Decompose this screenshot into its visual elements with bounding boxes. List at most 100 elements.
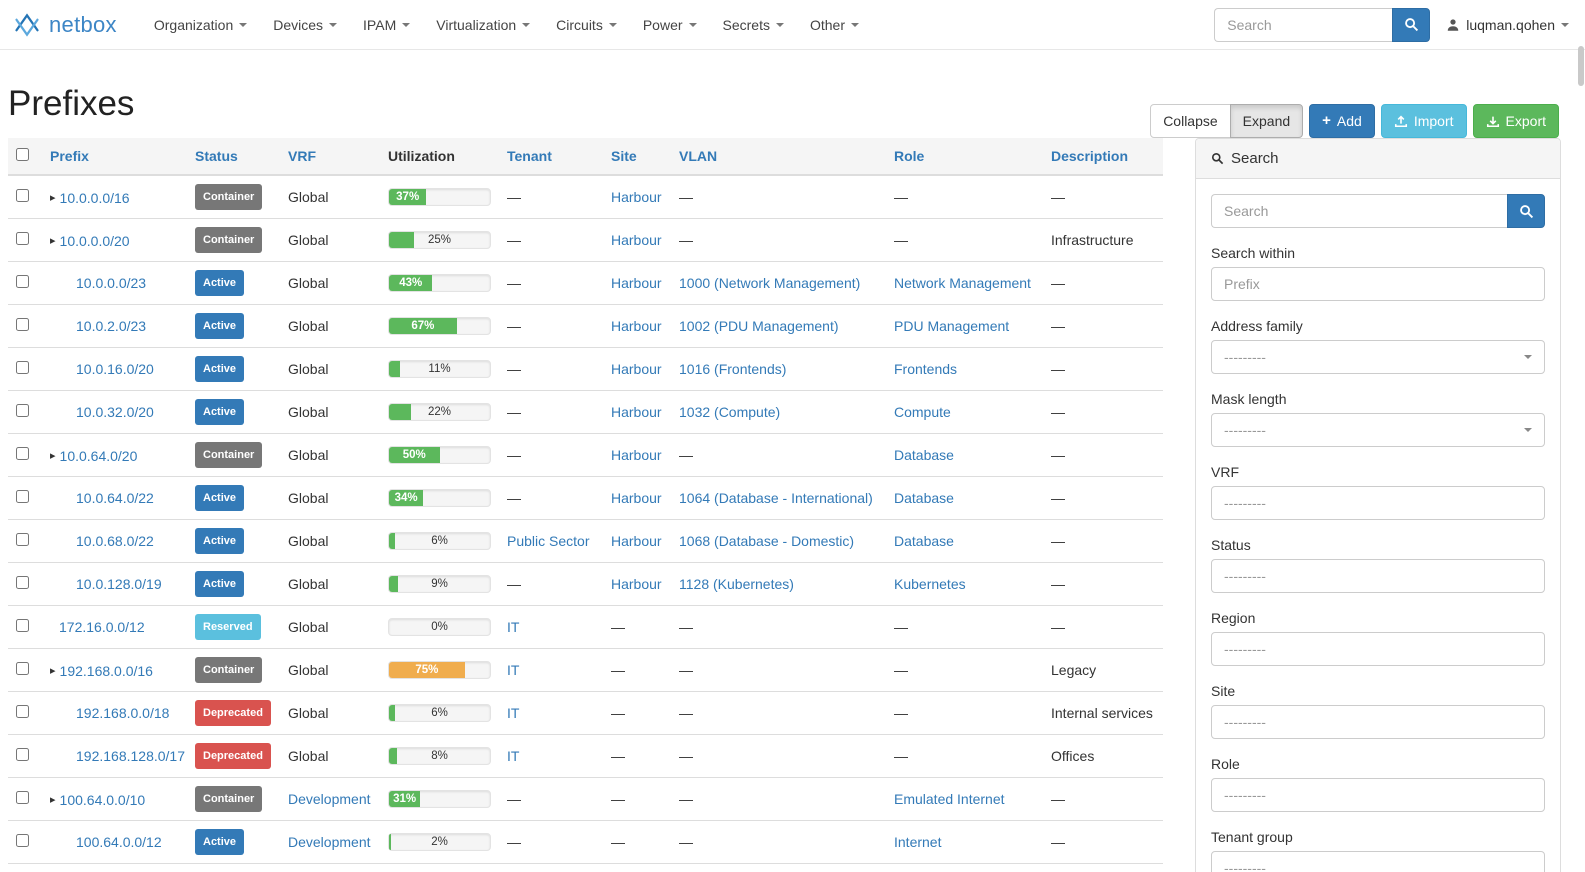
expand-caret-icon[interactable]: ▸	[50, 450, 56, 462]
collapse-button[interactable]: Collapse	[1150, 104, 1231, 138]
column-header-prefix[interactable]: Prefix	[42, 138, 187, 176]
site-link[interactable]: Harbour	[611, 490, 662, 506]
expand-caret-icon[interactable]: ▸	[50, 192, 56, 204]
search-button[interactable]	[1392, 7, 1431, 42]
nav-item-power[interactable]: Power	[630, 2, 710, 48]
role-link[interactable]: Kubernetes	[894, 576, 966, 592]
sidebar-search-button[interactable]	[1507, 194, 1545, 228]
role-link[interactable]: Compute	[894, 404, 951, 420]
role-link[interactable]: Database	[894, 447, 954, 463]
role-link[interactable]: Internet	[894, 834, 942, 850]
site-link[interactable]: Harbour	[611, 232, 662, 248]
row-checkbox[interactable]	[16, 748, 29, 761]
site-link[interactable]: Harbour	[611, 189, 662, 205]
add-button[interactable]: + Add	[1309, 104, 1375, 138]
row-checkbox[interactable]	[16, 662, 29, 675]
row-checkbox[interactable]	[16, 318, 29, 331]
prefix-link[interactable]: 172.16.0.0/12	[59, 619, 145, 635]
row-checkbox[interactable]	[16, 705, 29, 718]
column-header-vlan[interactable]: VLAN	[671, 138, 886, 176]
column-header-status[interactable]: Status	[187, 138, 280, 176]
vlan-link[interactable]: 1032 (Compute)	[679, 404, 781, 420]
site-link[interactable]: Harbour	[611, 361, 662, 377]
filter-input-search-within[interactable]	[1211, 267, 1545, 301]
nav-item-other[interactable]: Other	[797, 2, 872, 48]
nav-item-secrets[interactable]: Secrets	[710, 2, 797, 48]
scrollbar[interactable]	[1578, 46, 1584, 86]
prefix-link[interactable]: 192.168.128.0/17	[76, 748, 185, 764]
vrf-link[interactable]: Development	[288, 834, 371, 850]
column-header-vrf[interactable]: VRF	[280, 138, 380, 176]
nav-item-organization[interactable]: Organization	[141, 2, 260, 48]
row-checkbox[interactable]	[16, 447, 29, 460]
expand-button[interactable]: Expand	[1229, 104, 1304, 138]
prefix-link[interactable]: 10.0.2.0/23	[76, 318, 147, 334]
select-all-checkbox[interactable]	[16, 148, 29, 161]
filter-select-address-family[interactable]: ---------	[1211, 340, 1545, 374]
vlan-link[interactable]: 1016 (Frontends)	[679, 361, 787, 377]
prefix-link[interactable]: 10.0.0.0/23	[76, 275, 147, 291]
row-checkbox[interactable]	[16, 404, 29, 417]
vlan-link[interactable]: 1128 (Kubernetes)	[679, 576, 794, 592]
prefix-link[interactable]: 10.0.16.0/20	[76, 361, 154, 377]
role-link[interactable]: PDU Management	[894, 318, 1010, 334]
prefix-link[interactable]: 10.0.32.0/20	[76, 404, 154, 420]
row-checkbox[interactable]	[16, 275, 29, 288]
vlan-link[interactable]: 1002 (PDU Management)	[679, 318, 839, 334]
prefix-link[interactable]: 10.0.68.0/22	[76, 533, 154, 549]
prefix-link[interactable]: 192.168.0.0/16	[59, 663, 153, 679]
column-header-role[interactable]: Role	[886, 138, 1043, 176]
tenant-link[interactable]: IT	[507, 662, 520, 678]
netbox-brand[interactable]: netbox	[12, 11, 117, 39]
export-button[interactable]: Export	[1472, 104, 1559, 138]
role-link[interactable]: Emulated Internet	[894, 791, 1005, 807]
filter-select-region[interactable]: ---------	[1211, 632, 1545, 666]
column-header-tenant[interactable]: Tenant	[499, 138, 603, 176]
vlan-link[interactable]: 1064 (Database - International)	[679, 490, 873, 506]
search-input[interactable]	[1214, 7, 1393, 42]
filter-select-vrf[interactable]: ---------	[1211, 486, 1545, 520]
prefix-link[interactable]: 10.0.128.0/19	[76, 576, 162, 592]
vlan-link[interactable]: 1068 (Database - Domestic)	[679, 533, 855, 549]
filter-select-mask-length[interactable]: ---------	[1211, 413, 1545, 447]
nav-item-virtualization[interactable]: Virtualization	[423, 2, 543, 48]
expand-caret-icon[interactable]: ▸	[50, 665, 56, 677]
row-checkbox[interactable]	[16, 232, 29, 245]
prefix-link[interactable]: 100.64.0.0/10	[59, 792, 146, 808]
filter-select-site[interactable]: ---------	[1211, 705, 1545, 739]
role-link[interactable]: Frontends	[894, 361, 958, 377]
user-menu[interactable]: luqman.qohen	[1446, 17, 1573, 33]
vrf-link[interactable]: Development	[288, 791, 371, 807]
prefix-link[interactable]: 192.168.0.0/18	[76, 705, 170, 721]
row-checkbox[interactable]	[16, 490, 29, 503]
prefix-link[interactable]: 10.0.64.0/22	[76, 490, 154, 506]
import-button[interactable]: Import	[1380, 104, 1467, 138]
site-link[interactable]: Harbour	[611, 447, 662, 463]
site-link[interactable]: Harbour	[611, 275, 662, 291]
role-link[interactable]: Database	[894, 533, 954, 549]
prefix-link[interactable]: 10.0.0.0/16	[59, 190, 130, 206]
role-link[interactable]: Database	[894, 490, 954, 506]
site-link[interactable]: Harbour	[611, 404, 662, 420]
row-checkbox[interactable]	[16, 189, 29, 202]
nav-item-circuits[interactable]: Circuits	[543, 2, 630, 48]
nav-item-devices[interactable]: Devices	[260, 2, 350, 48]
tenant-link[interactable]: IT	[507, 748, 520, 764]
site-link[interactable]: Harbour	[611, 318, 662, 334]
row-checkbox[interactable]	[16, 619, 29, 632]
filter-select-tenant-group[interactable]: ---------	[1211, 851, 1545, 872]
nav-item-ipam[interactable]: IPAM	[350, 2, 423, 48]
tenant-link[interactable]: IT	[507, 619, 520, 635]
row-checkbox[interactable]	[16, 361, 29, 374]
row-checkbox[interactable]	[16, 533, 29, 546]
role-link[interactable]: Network Management	[894, 275, 1031, 291]
site-link[interactable]: Harbour	[611, 533, 662, 549]
prefix-link[interactable]: 100.64.0.0/12	[76, 834, 162, 850]
column-header-desc[interactable]: Description	[1043, 138, 1163, 176]
expand-caret-icon[interactable]: ▸	[50, 794, 56, 806]
sidebar-search-input[interactable]	[1211, 194, 1507, 228]
tenant-link[interactable]: Public Sector	[507, 533, 590, 549]
tenant-link[interactable]: IT	[507, 705, 520, 721]
prefix-link[interactable]: 10.0.0.0/20	[59, 233, 130, 249]
vlan-link[interactable]: 1000 (Network Management)	[679, 275, 861, 291]
